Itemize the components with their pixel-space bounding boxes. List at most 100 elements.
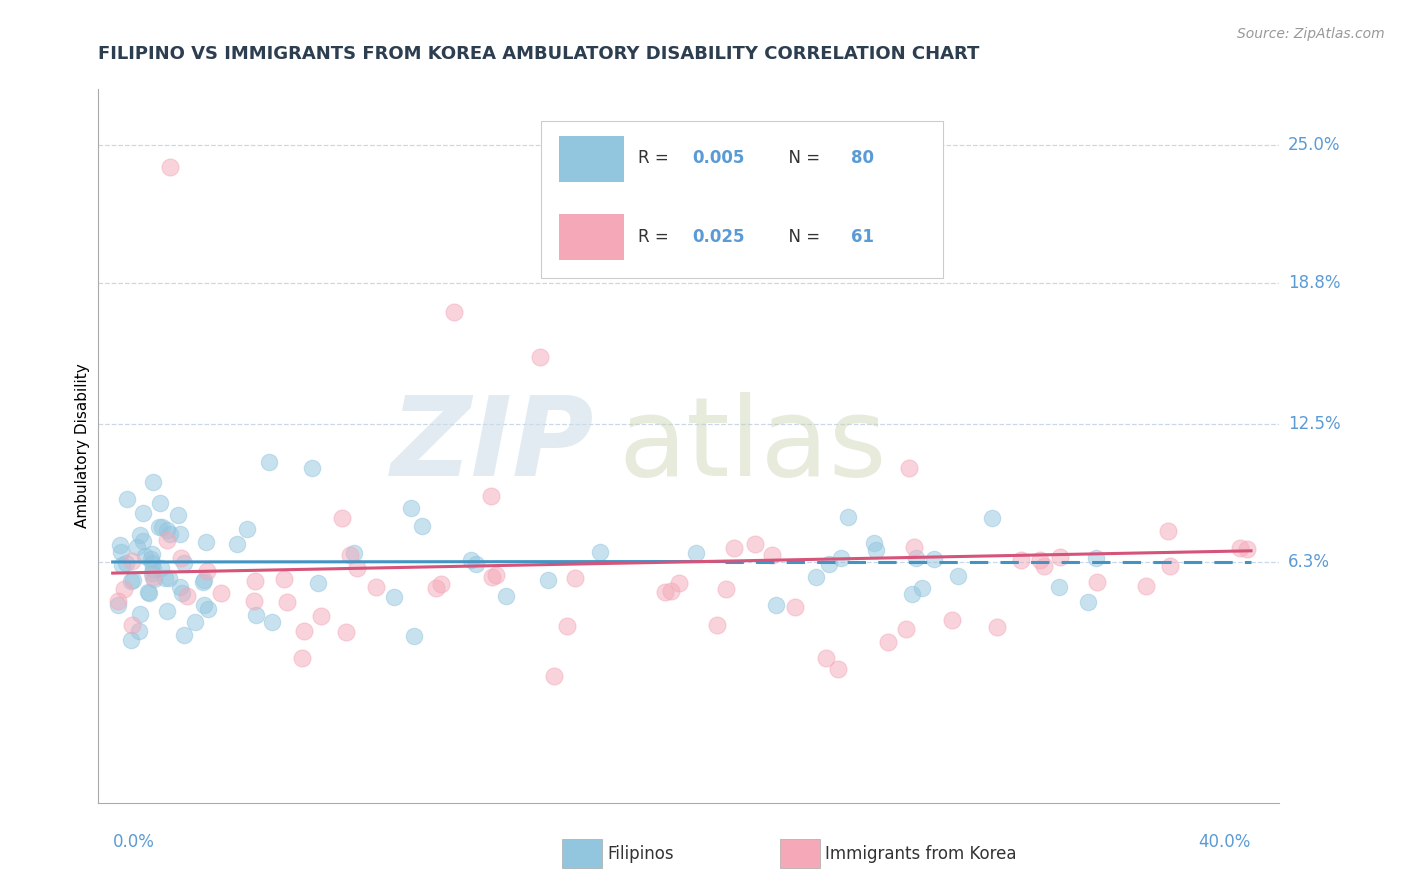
Point xyxy=(184,615,207,630)
Point xyxy=(1049,550,1071,565)
Point xyxy=(128,624,150,638)
Text: 12.5%: 12.5% xyxy=(1288,415,1340,433)
Point xyxy=(335,624,357,639)
Point xyxy=(159,527,181,541)
Text: FILIPINO VS IMMIGRANTS FROM KOREA AMBULATORY DISABILITY CORRELATION CHART: FILIPINO VS IMMIGRANTS FROM KOREA AMBULA… xyxy=(98,45,980,62)
Point xyxy=(460,553,482,567)
Point xyxy=(481,570,503,584)
Point xyxy=(155,523,177,537)
Point xyxy=(339,548,361,562)
Point xyxy=(111,558,134,572)
Point xyxy=(330,510,353,524)
Text: 80: 80 xyxy=(851,150,873,168)
Text: Immigrants from Korea: Immigrants from Korea xyxy=(825,845,1017,863)
Point xyxy=(1029,553,1052,567)
Point xyxy=(170,551,193,566)
Point xyxy=(173,556,195,570)
Point xyxy=(243,574,266,589)
Point xyxy=(120,574,142,589)
Point xyxy=(141,566,163,580)
Point xyxy=(131,534,153,549)
Point xyxy=(366,580,388,594)
Point xyxy=(141,548,163,562)
Point xyxy=(404,629,426,643)
Point xyxy=(785,599,807,614)
Point xyxy=(108,538,131,552)
Point xyxy=(922,552,945,566)
Point xyxy=(564,571,586,585)
Point xyxy=(139,552,162,566)
Point xyxy=(898,461,921,475)
Point xyxy=(430,577,453,591)
Point xyxy=(150,520,173,534)
Point xyxy=(557,619,579,633)
Point xyxy=(273,572,295,586)
Point xyxy=(827,662,849,676)
Point xyxy=(1236,542,1258,557)
Point xyxy=(157,571,180,585)
Point xyxy=(903,541,925,555)
Point xyxy=(149,496,172,510)
Text: 0.005: 0.005 xyxy=(693,150,745,168)
Text: 0.025: 0.025 xyxy=(693,228,745,246)
Point xyxy=(156,604,179,618)
Point xyxy=(589,545,612,559)
Point xyxy=(127,540,149,554)
Point xyxy=(173,628,195,642)
Point xyxy=(121,553,143,567)
Point xyxy=(425,581,447,595)
Point xyxy=(131,506,153,520)
Point xyxy=(411,519,433,533)
Point xyxy=(706,618,728,632)
Point xyxy=(659,584,682,599)
Point xyxy=(668,575,690,590)
Point xyxy=(685,546,707,560)
Point xyxy=(226,536,249,550)
Point xyxy=(543,669,565,683)
Point xyxy=(134,549,156,563)
FancyBboxPatch shape xyxy=(560,214,624,260)
Text: R =: R = xyxy=(638,150,673,168)
Point xyxy=(1010,553,1032,567)
Point xyxy=(245,607,267,622)
Point xyxy=(443,305,465,319)
Point xyxy=(142,572,165,586)
Point xyxy=(1197,70,1219,85)
Text: 40.0%: 40.0% xyxy=(1199,833,1251,851)
Point xyxy=(714,582,737,596)
Point xyxy=(242,593,264,607)
Point xyxy=(830,550,852,565)
Point xyxy=(193,573,215,587)
Text: 6.3%: 6.3% xyxy=(1288,553,1330,571)
Text: R =: R = xyxy=(638,228,673,246)
Point xyxy=(122,573,145,587)
Point xyxy=(107,594,129,608)
Point xyxy=(138,586,160,600)
Text: atlas: atlas xyxy=(619,392,887,500)
Point xyxy=(110,545,132,559)
Point xyxy=(479,489,502,503)
Point xyxy=(495,589,517,603)
Point xyxy=(911,581,934,595)
Point xyxy=(191,575,214,590)
Point xyxy=(148,519,170,533)
Point xyxy=(1033,558,1056,573)
Point xyxy=(1049,580,1071,594)
Point xyxy=(465,557,488,571)
Point xyxy=(195,564,218,578)
Point xyxy=(529,350,551,364)
Point xyxy=(142,562,165,576)
Point xyxy=(291,651,314,665)
Point xyxy=(260,615,283,630)
Point xyxy=(141,556,163,570)
Point xyxy=(401,501,423,516)
Text: 18.8%: 18.8% xyxy=(1288,274,1340,293)
Point xyxy=(121,618,143,632)
Point xyxy=(986,620,1008,634)
Point xyxy=(343,546,366,560)
Point xyxy=(194,534,217,549)
Point xyxy=(1077,595,1099,609)
Point xyxy=(236,522,259,536)
Point xyxy=(142,570,165,584)
Point xyxy=(159,161,181,175)
